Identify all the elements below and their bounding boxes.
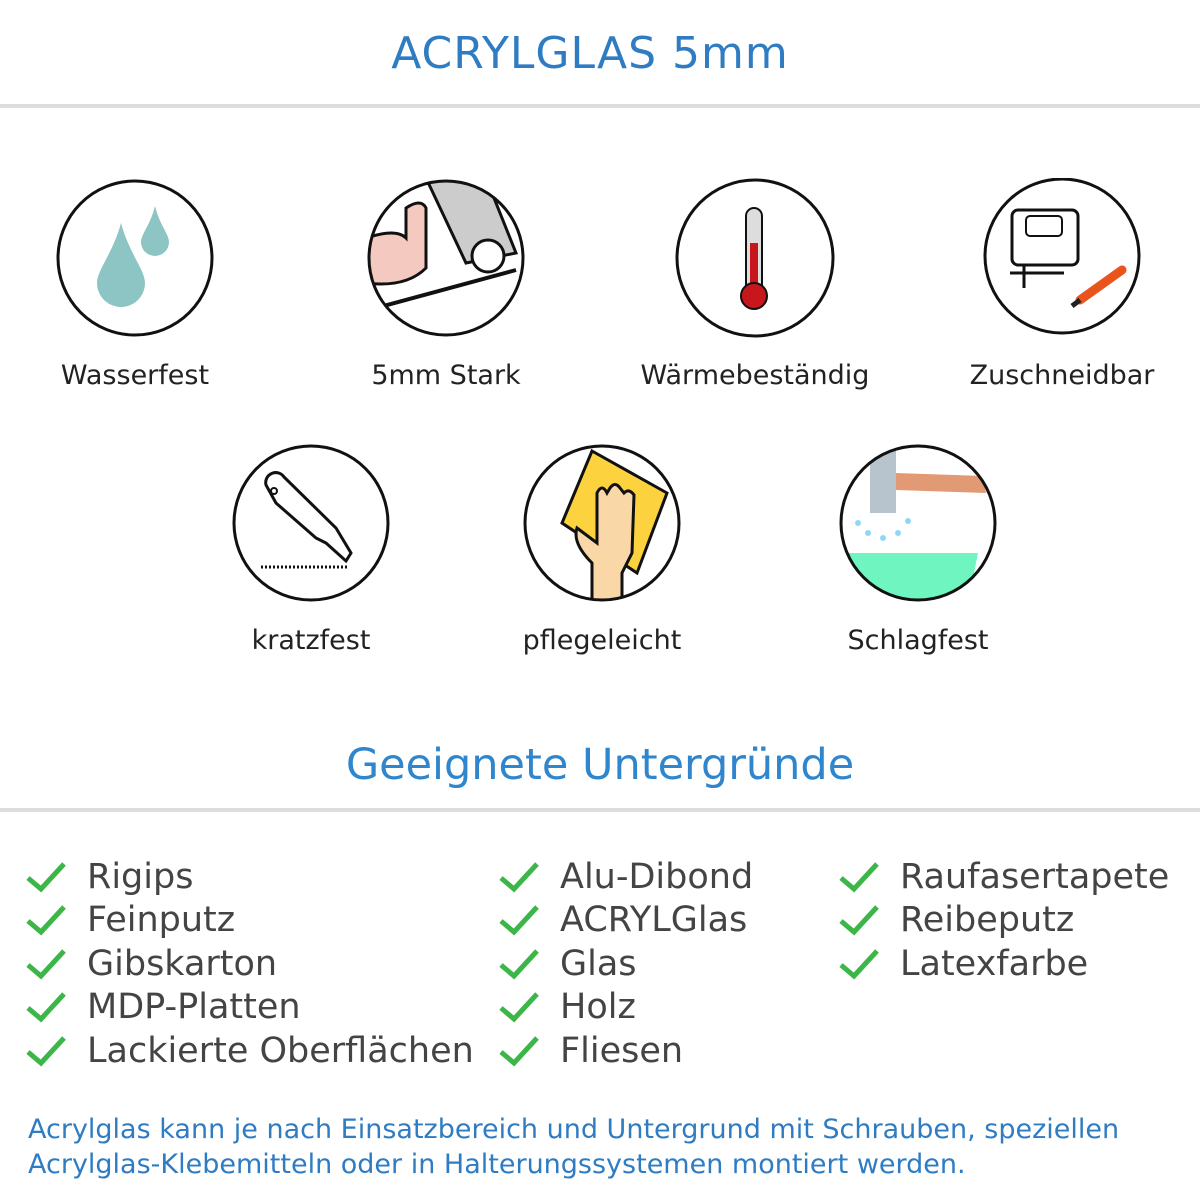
surface-label: MDP-Platten	[87, 987, 301, 1028]
surface-label: Glas	[560, 943, 637, 984]
feature-wasserfest: Wasserfest	[15, 178, 255, 391]
surfaces-heading: Geeignete Untergründe	[345, 740, 855, 790]
surface-list-item: Reibeputz	[838, 899, 1169, 943]
surface-list-item: Gibskarton	[25, 942, 474, 986]
surface-list-item: Feinputz	[25, 899, 474, 943]
surface-list-item: Glas	[498, 942, 753, 986]
feature-label: 5mm Stark	[371, 360, 521, 391]
surface-list-item: Lackierte Oberflächen	[25, 1029, 474, 1073]
surface-label: Lackierte Oberflächen	[87, 1030, 474, 1071]
box-cutter-icon	[232, 444, 390, 602]
surface-list-column: Raufasertapete Reibeputz Latexfarbe	[838, 855, 1169, 986]
surface-list-column: Alu-Dibond ACRYLGlas Glas Holz Fliesen	[498, 855, 753, 1073]
feature-5mm-stark: 5mm Stark	[326, 178, 566, 391]
mounting-note: Acrylglas kann je nach Einsatzbereich un…	[28, 1114, 1120, 1180]
check-icon	[26, 949, 66, 980]
hand-cloth-icon	[523, 444, 681, 602]
divider	[0, 808, 1200, 812]
check-icon	[839, 949, 879, 980]
check-icon	[499, 992, 539, 1023]
surface-label: Feinputz	[87, 900, 236, 941]
surface-label: Reibeputz	[900, 900, 1075, 941]
feature-kratzfest: kratzfest	[191, 443, 431, 656]
surface-label: Alu-Dibond	[560, 856, 754, 897]
surface-label: ACRYLGlas	[560, 900, 748, 941]
surface-list-item: MDP-Platten	[25, 986, 474, 1030]
check-icon	[499, 949, 539, 980]
check-icon	[839, 862, 879, 893]
feature-label: Wasserfest	[60, 360, 210, 391]
strong-arm-icon	[367, 179, 525, 337]
surface-list-item: Latexfarbe	[838, 942, 1169, 986]
check-icon	[26, 1036, 66, 1067]
surface-label: Holz	[560, 987, 636, 1028]
feature-label: kratzfest	[251, 625, 371, 656]
check-icon	[499, 1036, 539, 1067]
surface-label: Raufasertapete	[900, 856, 1170, 897]
check-icon	[26, 992, 66, 1023]
check-icon	[26, 862, 66, 893]
check-icon	[499, 905, 539, 936]
thermometer-icon	[675, 178, 835, 338]
surface-list-item: Alu-Dibond	[498, 855, 753, 899]
hammer-icon	[839, 444, 997, 602]
water-drops-icon	[56, 179, 214, 337]
feature-label: Wärmebeständig	[640, 360, 870, 391]
page-title: ACRYLGLAS 5mm	[391, 28, 789, 79]
surface-list-item: Holz	[498, 986, 753, 1030]
divider	[0, 104, 1200, 108]
jigsaw-cutter-icon	[983, 178, 1141, 335]
surface-label: Gibskarton	[87, 943, 278, 984]
check-icon	[26, 905, 66, 936]
feature-zuschneidbar: Zuschneidbar	[942, 178, 1182, 391]
surface-list-item: Raufasertapete	[838, 855, 1169, 899]
surface-label: Rigips	[87, 856, 194, 897]
feature-label: pflegeleicht	[522, 625, 682, 656]
feature-label: Zuschneidbar	[969, 360, 1155, 391]
feature-schlagfest: Schlagfest	[798, 443, 1038, 656]
check-icon	[839, 905, 879, 936]
surface-label: Fliesen	[560, 1030, 684, 1071]
surface-list-item: Rigips	[25, 855, 474, 899]
feature-waermebestaendig: Wärmebeständig	[635, 178, 875, 391]
surface-list-column: Rigips Feinputz Gibskarton MDP-Platten Lacki…	[25, 855, 474, 1073]
surface-list-item: ACRYLGlas	[498, 899, 753, 943]
feature-pflegeleicht: pflegeleicht	[482, 443, 722, 656]
surface-list-item: Fliesen	[498, 1029, 753, 1073]
feature-label: Schlagfest	[847, 625, 989, 656]
check-icon	[499, 862, 539, 893]
surface-label: Latexfarbe	[900, 943, 1089, 984]
